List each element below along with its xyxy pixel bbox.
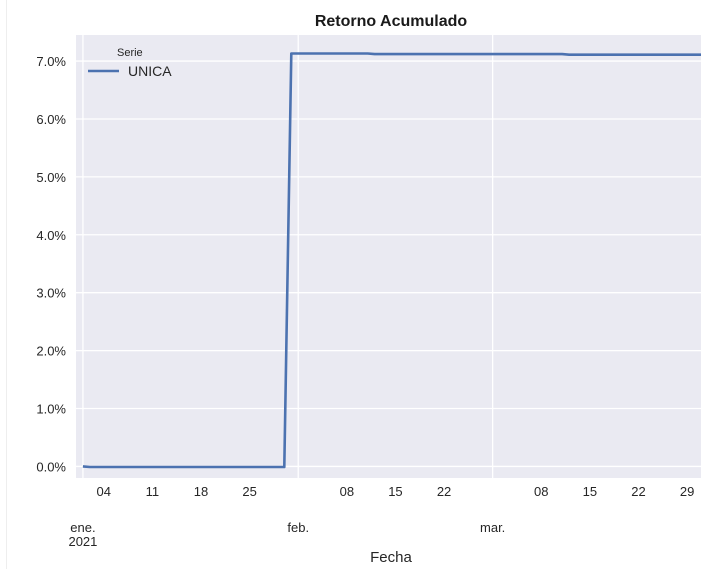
x-axis-ticks: 04 11 18 25 08 15 22 08 15 22 29 ene.2021 feb. mar. (68, 484, 694, 549)
x-major-tick-label: 2021 (68, 534, 97, 549)
series-layer (82, 52, 701, 469)
x-tick-label: 15 (388, 484, 402, 499)
x-tick-label: 22 (631, 484, 645, 499)
x-tick-label: 15 (583, 484, 597, 499)
x-tick-label: 04 (97, 484, 111, 499)
legend-label: UNICA (128, 63, 172, 79)
x-axis-label: Fecha (370, 549, 412, 566)
legend-title: Serie (117, 47, 143, 59)
chart-title: Retorno Acumulado (315, 13, 468, 30)
x-tick-label: 29 (680, 484, 694, 499)
x-tick-label: 08 (534, 484, 548, 499)
y-tick-label: 2.0% (36, 344, 66, 359)
x-major-tick-label: ene. (70, 520, 95, 535)
y-tick-label: 5.0% (36, 170, 66, 185)
legend: Serie UNICA (88, 47, 172, 79)
x-tick-label: 25 (242, 484, 256, 499)
series-line (82, 52, 701, 469)
y-tick-label: 7.0% (36, 54, 66, 69)
y-tick-label: 0.0% (36, 459, 66, 474)
page-left-rule (6, 0, 7, 569)
y-tick-label: 3.0% (36, 286, 66, 301)
x-tick-label: 22 (437, 484, 451, 499)
x-major-tick-label: mar. (480, 520, 505, 535)
x-tick-label: 08 (340, 484, 354, 499)
y-tick-label: 1.0% (36, 402, 66, 417)
x-tick-label: 18 (194, 484, 208, 499)
y-axis-ticks: 0.0% 1.0% 2.0% 3.0% 4.0% 5.0% 6.0% 7.0% (36, 54, 66, 474)
y-tick-label: 6.0% (36, 112, 66, 127)
x-major-tick-label: feb. (287, 520, 309, 535)
y-tick-label: 4.0% (36, 228, 66, 243)
grid-lines (76, 35, 701, 478)
plot-area (76, 35, 701, 478)
x-tick-label: 11 (146, 484, 160, 499)
